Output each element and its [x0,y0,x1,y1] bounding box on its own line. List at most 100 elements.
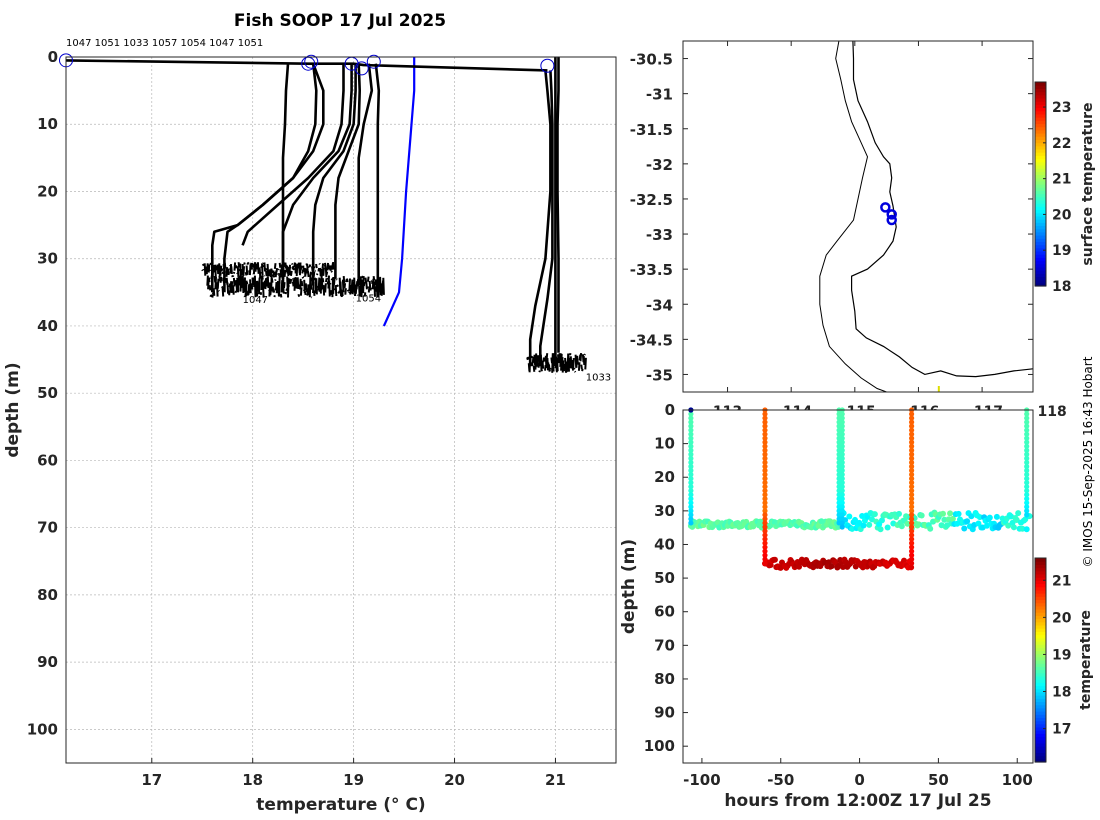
x-axis-label: temperature (° C) [256,795,425,815]
td-colorbar-swatch [1035,663,1046,667]
colorbar-tick-label: 21 [1052,172,1071,188]
td-cast-point [762,528,768,534]
td-cast-point [1024,500,1030,506]
td-colorbar-swatch [1035,736,1046,741]
td-cast-point [1024,411,1030,417]
td-cast-point [909,431,915,437]
td-y-axis-label: depth (m) [619,539,639,634]
colorbar-tick-label: 22 [1052,136,1071,152]
map-x-tick-label: 118 [1037,404,1066,420]
td-colorbar-swatch [1035,682,1046,687]
colorbar-frame [1034,81,1047,287]
map-content [819,41,1033,392]
td-cast-point [688,492,694,498]
td-cast-point [688,484,694,490]
td-cast-point [762,532,768,538]
td-cast-point [762,447,768,453]
colorbar-swatch [1035,203,1046,207]
td-data-point [1005,522,1012,529]
profile-line [223,63,325,293]
td-colorbar-swatch [1035,707,1046,712]
td-colorbar-swatch [1035,752,1046,757]
td-cast-point [839,439,845,445]
td-cast-point [762,520,768,526]
td-cast-point [688,443,694,449]
noisy-bottom-segment [201,261,335,278]
x-tick-label: 18 [242,771,263,789]
td-cast-point [688,447,694,453]
td-cast-point [762,504,768,510]
td-cast-point [1024,447,1030,453]
td-cast-point [839,455,845,462]
td-cast-point [688,423,694,429]
colorbar-swatch [1035,168,1046,172]
x-tick-label: 20 [444,771,465,789]
td-colorbar-swatch [1035,749,1046,754]
colorbar-swatch [1035,174,1046,179]
td-cast-point [839,431,845,437]
td-data-point [771,556,778,563]
map-y-tick-label: -32.5 [630,191,673,209]
td-cast-point [839,447,845,453]
profile-line [334,63,362,279]
td-data-point [908,564,915,571]
td-data-point [898,523,905,530]
td-colorbar-tick-label: 20 [1052,610,1072,626]
td-cast-point [839,492,845,498]
td-cast-point [1024,455,1030,462]
surface-marker [304,54,319,69]
y-tick-label: 50 [37,384,58,402]
colorbar-swatch [1035,158,1046,163]
td-data-point [877,526,884,533]
y-tick-label: 10 [37,115,58,133]
td-cast-point [839,480,845,486]
td-cast-point [839,423,845,429]
colorbar-swatch [1035,104,1046,109]
td-cast-point [688,451,694,457]
td-cast-point [909,423,915,429]
td-data-point [828,563,835,570]
td-cast-point [909,512,915,518]
td-colorbar-swatch [1035,577,1046,581]
colorbar-swatch [1035,190,1046,195]
td-cast-point [762,540,768,546]
map-y-tick-label: -35 [646,366,673,384]
td-cast-point [839,520,845,526]
colorbar-swatch [1035,129,1046,134]
td-data-point [993,513,1000,520]
td-cast-point [688,439,694,445]
td-cast-point [909,463,915,470]
profile-line [382,57,416,327]
td-data-point [968,513,975,520]
td-cast-point [762,500,768,506]
map-y-tick-label: -32 [646,156,673,174]
td-colorbar-swatch [1035,599,1046,604]
td-data-point [955,510,962,517]
td-cast-point [909,480,915,486]
td-colorbar-swatch [1035,758,1046,763]
map-y-tick-label: -31 [646,86,673,104]
td-y-tick-label: 60 [654,603,675,621]
td-cast-point [762,475,768,482]
td-data-point [1023,526,1030,533]
td-colorbar-swatch [1035,675,1046,680]
colorbar-swatch [1035,206,1046,211]
td-cast-point [839,471,845,478]
td-cast-point [762,411,768,417]
y-tick-label: 70 [37,519,58,537]
td-cast-point [762,556,768,562]
td-colorbar-swatch [1035,746,1046,750]
td-colorbar-swatch [1035,624,1046,629]
profile-location-marker [886,214,897,226]
td-colorbar-swatch [1035,739,1046,744]
td-colorbar-swatch [1035,580,1046,585]
td-cast-point [762,492,768,498]
x-tick-label: 17 [141,771,162,789]
colorbar-swatch [1035,91,1046,96]
td-colorbar-swatch [1035,558,1046,562]
map-axes-frame [682,40,1034,393]
td-cast-point [688,488,694,494]
td-data-point [871,511,878,518]
td-cast-point [839,459,845,466]
td-data-point [986,514,993,521]
